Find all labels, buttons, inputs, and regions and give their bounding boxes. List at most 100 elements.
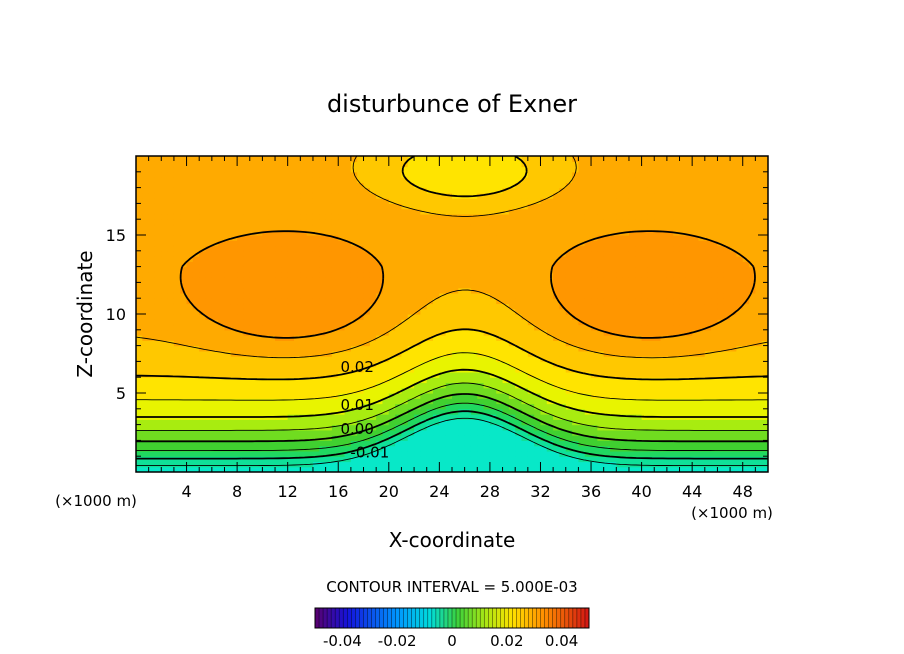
field-cell: [186, 224, 194, 231]
field-cell: [243, 182, 251, 189]
field-cell: [262, 387, 270, 394]
field-cell: [142, 161, 150, 168]
field-cell: [180, 182, 188, 189]
field-cell: [508, 266, 516, 273]
field-cell: [167, 435, 175, 441]
field-cell: [256, 450, 263, 457]
field-cell: [312, 177, 320, 183]
field-cell: [553, 356, 561, 362]
field-cell: [249, 240, 257, 247]
field-cell: [199, 277, 207, 283]
field-cell: [192, 182, 200, 189]
field-cell: [306, 266, 314, 273]
field-cell: [388, 414, 396, 420]
field-cell: [534, 408, 542, 415]
field-cell: [287, 261, 295, 268]
field-cell: [654, 466, 662, 472]
field-cell: [237, 171, 245, 178]
field-cell: [369, 308, 377, 315]
field-cell: [452, 261, 459, 268]
field-cell: [363, 408, 371, 415]
field-cell: [572, 292, 579, 299]
field-cell: [578, 256, 586, 262]
field-cell: [161, 350, 169, 357]
field-cell: [452, 166, 459, 173]
field-cell: [452, 245, 459, 252]
field-cell: [433, 450, 440, 457]
field-cell: [591, 393, 598, 399]
field-cell: [603, 424, 611, 431]
field-cell: [521, 235, 529, 241]
field-cell: [546, 429, 554, 436]
field-cell: [407, 277, 415, 283]
field-cell: [401, 271, 409, 278]
field-cell: [161, 340, 169, 347]
field-cell: [527, 382, 535, 389]
field-cell: [401, 235, 409, 241]
field-cell: [192, 361, 200, 368]
field-cell: [376, 408, 384, 415]
field-cell: [496, 329, 504, 336]
field-cell: [180, 298, 188, 305]
field-cell: [275, 350, 282, 357]
field-cell: [199, 192, 207, 199]
field-cell: [439, 371, 447, 378]
field-cell: [376, 450, 384, 457]
field-cell: [192, 440, 200, 447]
field-cell: [445, 161, 453, 168]
field-cell: [388, 361, 396, 368]
field-cell: [388, 240, 396, 247]
field-cell: [357, 224, 365, 231]
field-cell: [591, 219, 598, 226]
field-cell: [319, 414, 327, 420]
field-cell: [224, 445, 232, 452]
field-cell: [148, 282, 156, 289]
field-cell: [186, 361, 194, 368]
field-cell: [294, 408, 301, 415]
field-cell: [237, 445, 245, 452]
field-cell: [369, 440, 377, 447]
field-cell: [521, 250, 529, 257]
field-cell: [249, 171, 257, 178]
field-cell: [452, 398, 459, 405]
field-cell: [205, 292, 213, 299]
field-cell: [243, 187, 251, 194]
field-cell: [527, 192, 535, 199]
field-cell: [300, 292, 308, 299]
field-cell: [647, 382, 655, 389]
field-cell: [572, 345, 579, 352]
field-cell: [433, 324, 440, 331]
field-cell: [603, 308, 611, 315]
field-cell: [249, 377, 257, 384]
field-cell: [357, 208, 365, 215]
field-cell: [572, 245, 579, 252]
field-cell: [527, 261, 535, 268]
field-cell: [142, 466, 150, 472]
field-cell: [407, 203, 415, 210]
field-cell: [350, 298, 358, 305]
field-cell: [534, 445, 542, 452]
field-cell: [414, 350, 421, 357]
field-cell: [249, 466, 257, 472]
field-cell: [654, 450, 662, 457]
field-cell: [641, 261, 649, 268]
field-cell: [224, 356, 232, 362]
field-cell: [439, 308, 447, 315]
field-cell: [167, 398, 175, 405]
field-cell: [281, 398, 289, 405]
field-cell: [603, 450, 611, 457]
field-cell: [357, 192, 365, 199]
field-cell: [287, 429, 295, 436]
field-cell: [306, 235, 314, 241]
field-cell: [597, 261, 605, 268]
field-cell: [610, 166, 617, 173]
field-cell: [647, 177, 655, 183]
field-cell: [306, 435, 314, 441]
field-cell: [154, 319, 162, 326]
field-cell: [433, 461, 440, 468]
field-cell: [205, 377, 213, 384]
field-cell: [300, 166, 308, 173]
field-cell: [300, 187, 308, 194]
field-cell: [287, 219, 295, 226]
field-cell: [268, 192, 276, 199]
